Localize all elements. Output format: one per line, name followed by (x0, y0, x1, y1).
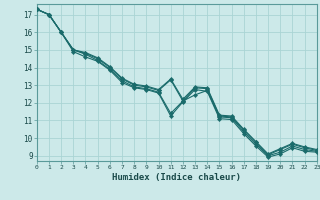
X-axis label: Humidex (Indice chaleur): Humidex (Indice chaleur) (112, 173, 241, 182)
